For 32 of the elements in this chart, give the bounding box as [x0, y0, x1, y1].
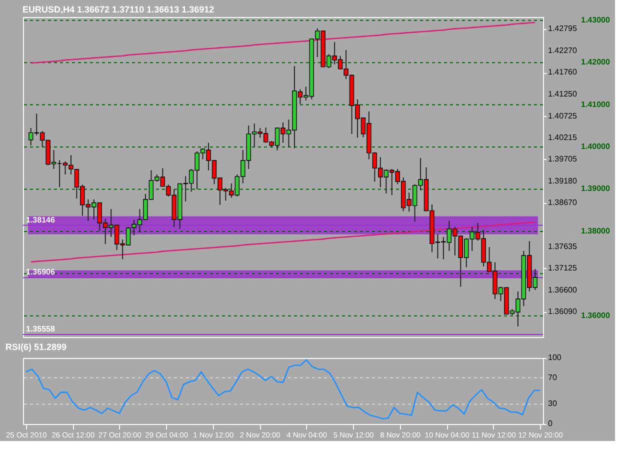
ref-line-label: 1.38000 [581, 226, 610, 236]
y-tick-label: 1.37635 [548, 242, 578, 251]
y-tick-label: 1.38670 [548, 198, 578, 208]
ref-line-label: 1.36906 [26, 268, 56, 277]
ref-line-label: 1.35558 [26, 324, 56, 334]
ref-line-label: 1.42000 [581, 58, 610, 67]
y-tick-label: 1.39705 [548, 154, 578, 164]
ref-line-label: 1.38146 [26, 215, 56, 224]
y-tick-label: 1.39180 [548, 176, 578, 186]
y-tick-label: 1.36600 [548, 286, 578, 295]
chart-title: EURUSD,H4 1.36672 1.37110 1.36613 1.36912 [22, 4, 214, 14]
ref-line-label: 1.36000 [581, 310, 610, 320]
y-tick-label: 1.41250 [548, 89, 578, 98]
ref-line-label: 1.39000 [581, 184, 610, 194]
y-tick-label: 1.40725 [548, 111, 578, 120]
line-series [25, 359, 541, 420]
line-series [30, 222, 536, 263]
ref-line-label: 1.40000 [581, 142, 610, 152]
chart-title: RSI(6) 51.2899 [5, 342, 67, 352]
y-tick-label: 1.40215 [548, 132, 578, 142]
ref-line-label: 1.41000 [581, 100, 610, 109]
y-tick-label: 100 [548, 353, 562, 362]
y-tick-label: 1.37125 [548, 263, 578, 272]
y-tick-label: 0 [548, 419, 553, 428]
y-tick-label: 30 [548, 399, 558, 408]
y-tick-label: 1.41760 [548, 68, 578, 77]
y-tick-label: 70 [548, 372, 558, 382]
y-tick-label: 1.42795 [548, 24, 578, 34]
ref-line-label: 1.43000 [581, 15, 610, 24]
y-tick-label: 1.42270 [548, 46, 578, 56]
y-tick-label: 1.36090 [548, 307, 578, 316]
line-series [30, 22, 536, 64]
